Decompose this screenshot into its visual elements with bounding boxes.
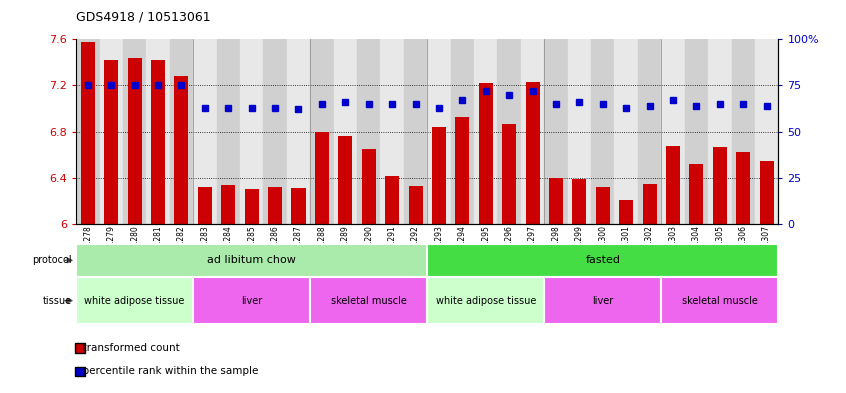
Bar <box>662 39 684 224</box>
Bar <box>263 39 287 224</box>
Bar <box>596 187 610 224</box>
Bar <box>100 39 123 224</box>
Bar <box>521 39 544 224</box>
Bar <box>455 117 470 224</box>
Bar <box>573 179 586 224</box>
Text: white adipose tissue: white adipose tissue <box>436 296 536 306</box>
Bar <box>497 39 521 224</box>
Bar <box>666 145 680 224</box>
Bar <box>81 42 95 224</box>
Text: tissue: tissue <box>43 296 72 306</box>
Bar <box>662 277 778 324</box>
Bar <box>549 178 563 224</box>
Bar <box>381 39 404 224</box>
Text: ad libitum chow: ad libitum chow <box>207 255 296 265</box>
Bar <box>732 39 755 224</box>
Bar <box>409 186 422 224</box>
Bar <box>315 132 329 224</box>
Text: protocol: protocol <box>32 255 72 265</box>
Bar <box>684 39 708 224</box>
Bar <box>385 176 399 224</box>
Bar <box>404 39 427 224</box>
Bar <box>427 39 451 224</box>
Bar <box>123 39 146 224</box>
Bar <box>268 187 282 224</box>
Bar <box>427 244 778 277</box>
Bar <box>474 39 497 224</box>
Bar <box>198 187 212 224</box>
Bar <box>619 200 633 224</box>
Bar <box>174 76 189 224</box>
Bar <box>170 39 193 224</box>
Bar <box>643 184 656 224</box>
Text: liver: liver <box>592 296 613 306</box>
Bar <box>287 39 310 224</box>
Text: white adipose tissue: white adipose tissue <box>85 296 184 306</box>
Bar <box>151 60 165 224</box>
Bar <box>427 277 544 324</box>
Bar <box>310 39 333 224</box>
Text: skeletal muscle: skeletal muscle <box>331 296 407 306</box>
Bar <box>217 39 240 224</box>
Bar <box>614 39 638 224</box>
Bar <box>689 164 703 224</box>
Bar <box>568 39 591 224</box>
Bar <box>544 277 662 324</box>
Bar <box>146 39 170 224</box>
Bar <box>755 39 778 224</box>
Text: GDS4918 / 10513061: GDS4918 / 10513061 <box>76 11 211 24</box>
Bar <box>713 147 727 224</box>
Bar <box>76 277 193 324</box>
Bar <box>736 152 750 224</box>
Bar <box>193 39 217 224</box>
Bar <box>525 82 540 224</box>
Bar <box>357 39 381 224</box>
Bar <box>240 39 263 224</box>
Bar <box>362 149 376 224</box>
Text: fasted: fasted <box>585 255 620 265</box>
Text: transformed count: transformed count <box>76 343 180 353</box>
Text: percentile rank within the sample: percentile rank within the sample <box>76 366 259 376</box>
Bar <box>479 83 492 224</box>
Bar <box>544 39 568 224</box>
Bar <box>451 39 474 224</box>
Bar <box>708 39 732 224</box>
Bar <box>760 160 773 224</box>
Bar <box>432 127 446 224</box>
Bar <box>193 277 310 324</box>
Bar <box>333 39 357 224</box>
Text: skeletal muscle: skeletal muscle <box>682 296 758 306</box>
Text: liver: liver <box>241 296 262 306</box>
Bar <box>503 123 516 224</box>
Bar <box>104 60 118 224</box>
Bar <box>76 244 427 277</box>
Bar <box>292 188 305 224</box>
Bar <box>310 277 427 324</box>
Bar <box>222 185 235 224</box>
Bar <box>244 189 259 224</box>
Bar <box>591 39 614 224</box>
Bar <box>76 39 100 224</box>
Bar <box>638 39 662 224</box>
Bar <box>128 58 141 224</box>
Bar <box>338 136 352 224</box>
